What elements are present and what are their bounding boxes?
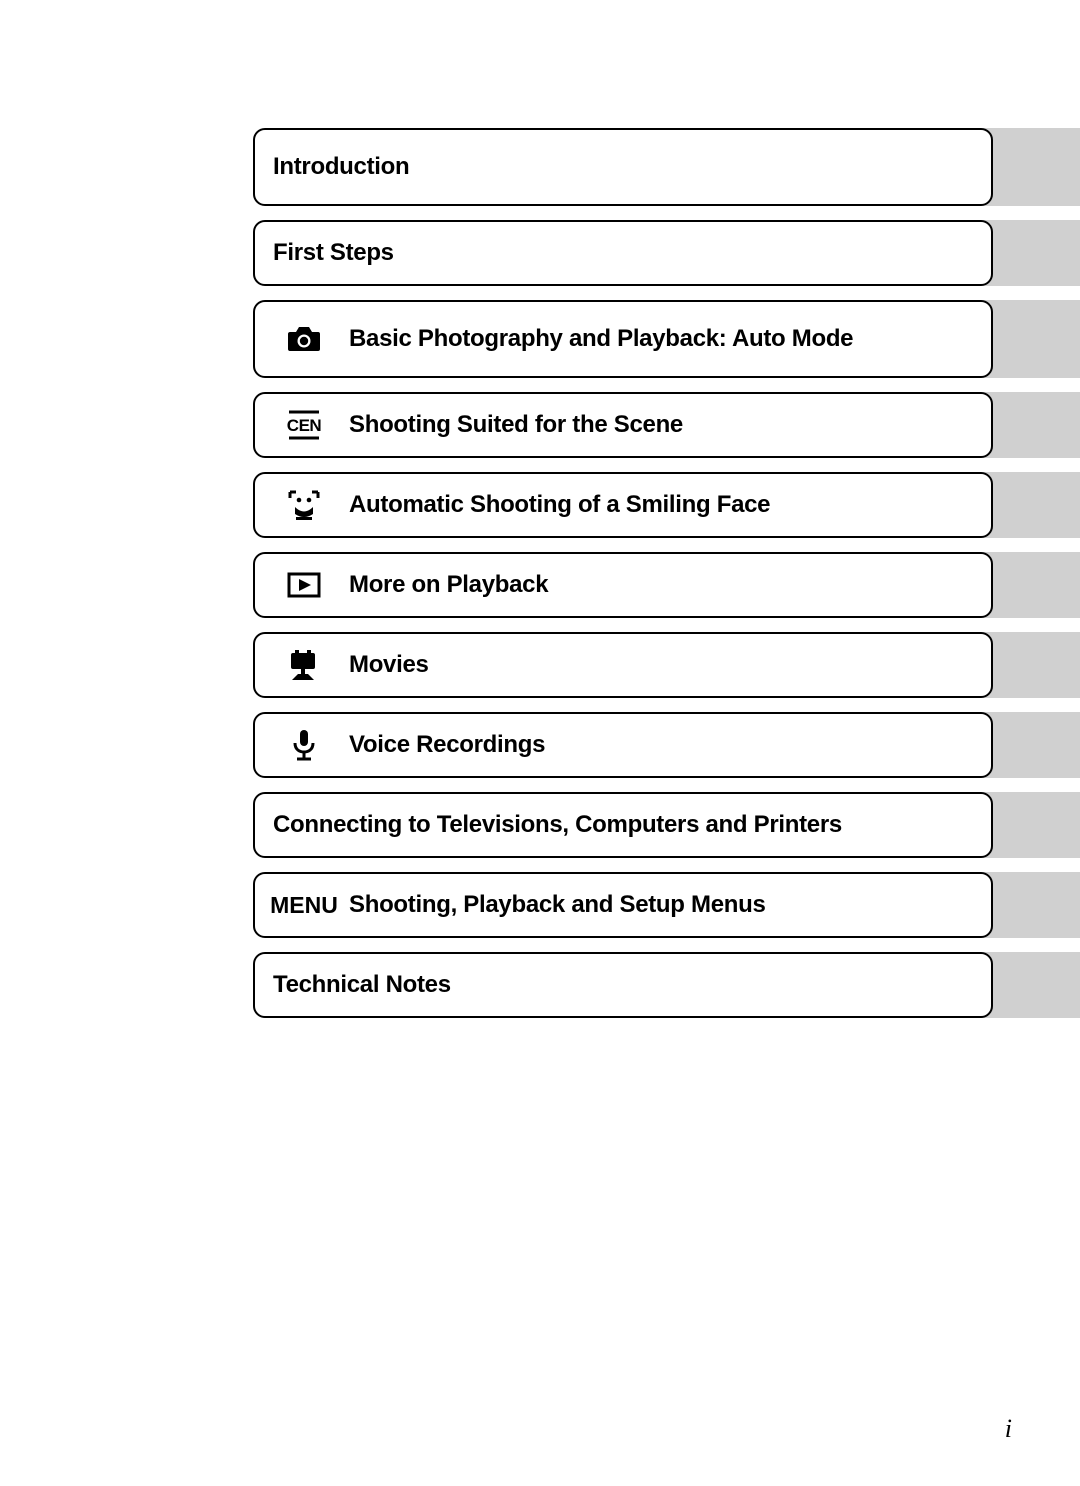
toc-row-wrap: Technical Notes	[253, 952, 993, 1018]
toc-row-wrap: Voice Recordings	[253, 712, 993, 778]
toc-row-wrap: First Steps	[253, 220, 993, 286]
page-number: i	[1005, 1414, 1012, 1444]
toc-row-label: Introduction	[273, 153, 409, 181]
section-tab	[980, 472, 1080, 538]
section-tab	[980, 952, 1080, 1018]
toc-row-technical[interactable]: Technical Notes	[253, 952, 993, 1018]
smile-icon	[273, 490, 335, 520]
toc-row-label: Voice Recordings	[349, 731, 545, 759]
toc-row-wrap: Automatic Shooting of a Smiling Face	[253, 472, 993, 538]
toc-row-wrap: SCENE Shooting Suited for the Scene	[253, 392, 993, 458]
toc-row-wrap: Basic Photography and Playback: Auto Mod…	[253, 300, 993, 378]
movie-icon	[273, 650, 335, 680]
toc-row-label: More on Playback	[349, 571, 548, 599]
toc-row-auto-mode[interactable]: Basic Photography and Playback: Auto Mod…	[253, 300, 993, 378]
toc-row-label: Basic Photography and Playback: Auto Mod…	[349, 325, 853, 353]
toc-row-label: First Steps	[273, 239, 394, 267]
section-tab	[980, 552, 1080, 618]
toc-row-playback[interactable]: More on Playback	[253, 552, 993, 618]
toc-row-wrap: Movies	[253, 632, 993, 698]
section-tab	[980, 220, 1080, 286]
toc-row-label: Automatic Shooting of a Smiling Face	[349, 491, 770, 519]
toc-row-wrap: More on Playback	[253, 552, 993, 618]
section-tab	[980, 792, 1080, 858]
section-tab	[980, 872, 1080, 938]
toc-row-label: Connecting to Televisions, Computers and…	[273, 811, 842, 839]
toc-row-wrap: MENU Shooting, Playback and Setup Menus	[253, 872, 993, 938]
toc-content: Introduction First Steps Basic Photograp…	[253, 128, 993, 1032]
microphone-icon	[273, 729, 335, 761]
camera-icon	[273, 325, 335, 353]
section-tab	[980, 128, 1080, 206]
toc-row-label: Technical Notes	[273, 971, 451, 999]
toc-row-label: Shooting, Playback and Setup Menus	[349, 891, 766, 919]
playback-icon	[273, 572, 335, 598]
toc-row-wrap: Connecting to Televisions, Computers and…	[253, 792, 993, 858]
toc-row-wrap: Introduction	[253, 128, 993, 206]
section-tab	[980, 632, 1080, 698]
toc-row-smile[interactable]: Automatic Shooting of a Smiling Face	[253, 472, 993, 538]
svg-text:SCENE: SCENE	[287, 416, 321, 435]
toc-row-voice[interactable]: Voice Recordings	[253, 712, 993, 778]
section-tab	[980, 712, 1080, 778]
toc-row-first-steps[interactable]: First Steps	[253, 220, 993, 286]
toc-row-label: Movies	[349, 651, 429, 679]
section-tab	[980, 300, 1080, 378]
toc-row-menus[interactable]: MENU Shooting, Playback and Setup Menus	[253, 872, 993, 938]
toc-row-introduction[interactable]: Introduction	[253, 128, 993, 206]
toc-row-scene[interactable]: SCENE Shooting Suited for the Scene	[253, 392, 993, 458]
menu-icon: MENU	[273, 892, 335, 919]
toc-row-movies[interactable]: Movies	[253, 632, 993, 698]
scene-icon: SCENE	[273, 409, 335, 441]
toc-row-connecting[interactable]: Connecting to Televisions, Computers and…	[253, 792, 993, 858]
toc-row-label: Shooting Suited for the Scene	[349, 411, 683, 439]
section-tab	[980, 392, 1080, 458]
